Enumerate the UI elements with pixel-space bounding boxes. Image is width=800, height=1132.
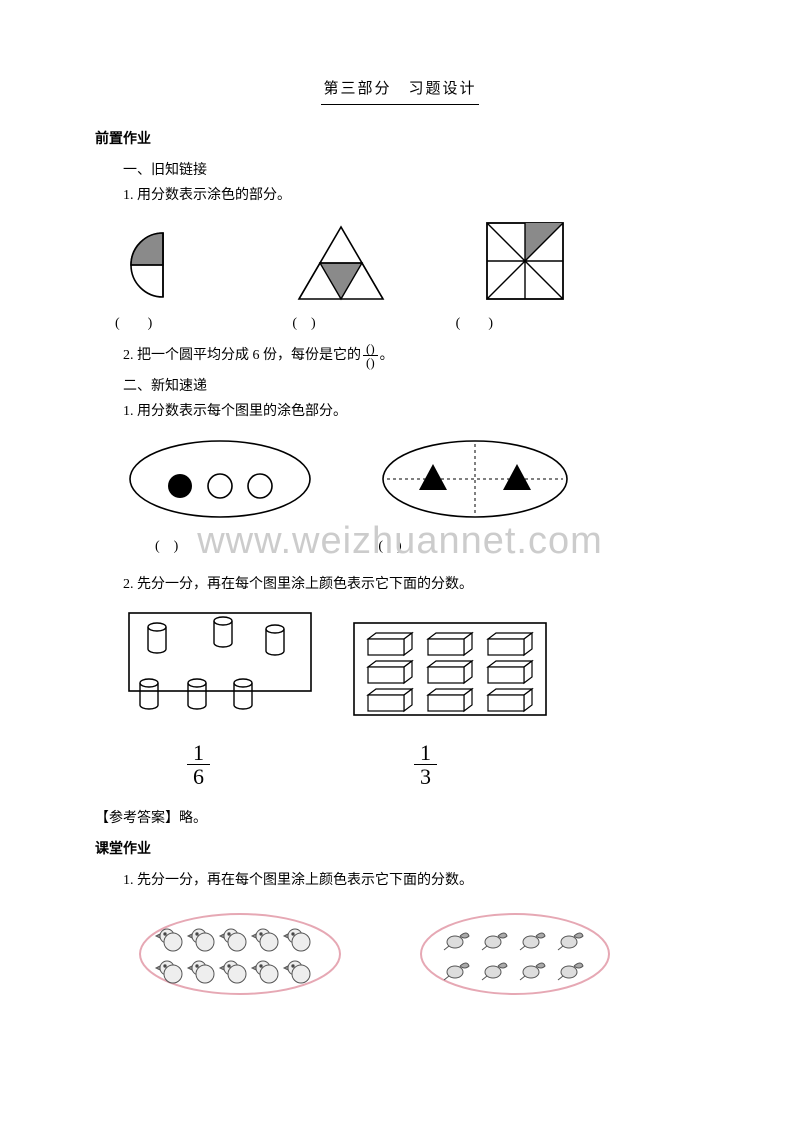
class-homework-heading: 课堂作业 (95, 837, 705, 862)
paren-c: ( ) (456, 311, 493, 336)
frac-blank-den: () (363, 356, 378, 370)
figure-triangle (291, 221, 391, 305)
semicircle-icon (125, 225, 201, 305)
frac1-den: 6 (187, 765, 210, 788)
fraction-1-3: 1 3 (414, 741, 437, 788)
paren-d: ( ) (155, 534, 178, 559)
answer-key-line: 【参考答案】略。 (95, 806, 705, 831)
section-2-heading: 二、新知速递 (123, 374, 705, 399)
page-title: 第三部分 习题设计 (321, 76, 478, 105)
square8-icon (481, 217, 569, 305)
triangle-icon (291, 221, 391, 305)
s1-q1-text: 1. 用分数表示涂色的部分。 (123, 183, 705, 208)
s1-figure-row (125, 217, 705, 305)
s2-q2-fractions: 1 6 1 3 (185, 741, 705, 788)
paren-a: ( ) (115, 311, 152, 336)
frac2-den: 3 (414, 765, 437, 788)
s2-q1-parens: ( ) ( ) (155, 534, 705, 559)
s2-q2-figure-row (125, 609, 705, 719)
frac2-num: 1 (414, 741, 437, 764)
c-q1-figure-row (135, 908, 705, 1000)
s1-q2-pre: 2. 把一个圆平均分成 6 份，每份是它的 (123, 343, 361, 368)
figure-square (481, 217, 569, 305)
cuboids-box-icon (350, 619, 550, 719)
c-q1-text: 1. 先分一分，再在每个图里涂上颜色表示它下面的分数。 (123, 868, 705, 893)
cylinders-box-icon (125, 609, 315, 719)
paren-e: ( ) (378, 534, 401, 559)
s2-figure-row (125, 434, 705, 524)
fraction-1-6: 1 6 (187, 741, 210, 788)
s2-q2-text: 2. 先分一分，再在每个图里涂上颜色表示它下面的分数。 (123, 572, 705, 597)
paren-b: ( ) (292, 311, 315, 336)
figure-semicircle (125, 225, 201, 305)
fraction-blank: () () (363, 342, 378, 370)
page: 第三部分 习题设计 前置作业 一、旧知链接 1. 用分数表示涂色的部分。 (0, 0, 800, 1040)
pre-homework-heading: 前置作业 (95, 127, 705, 152)
frac-blank-num: () (363, 342, 378, 356)
frac1-num: 1 (187, 741, 210, 764)
s1-answer-parens: ( ) ( ) ( ) (115, 311, 705, 336)
ellipse-circles-icon (125, 434, 315, 524)
ellipse-chicks-icon (135, 908, 345, 1000)
ellipse-triangles-icon (375, 434, 575, 524)
s1-q2-line: 2. 把一个圆平均分成 6 份，每份是它的 () () 。 (123, 342, 705, 370)
section-1-heading: 一、旧知链接 (123, 158, 705, 183)
page-title-row: 第三部分 习题设计 (95, 76, 705, 105)
s1-q2-post: 。 (380, 343, 394, 368)
ellipse-radishes-icon (415, 908, 615, 1000)
s2-q1-text: 1. 用分数表示每个图里的涂色部分。 (123, 399, 705, 424)
